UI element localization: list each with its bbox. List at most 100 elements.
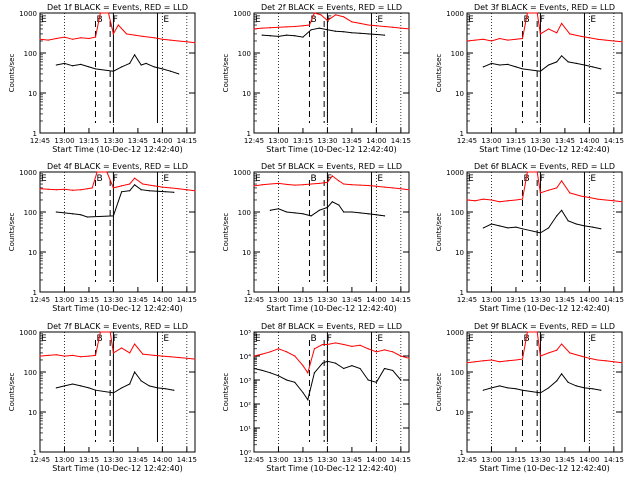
x-tick-label: 13:30 xyxy=(103,456,123,464)
data-point-events xyxy=(94,68,97,70)
data-point-lld xyxy=(134,34,136,36)
data-point-lld xyxy=(109,331,111,333)
data-point-lld xyxy=(605,39,607,41)
data-point-events xyxy=(343,211,345,213)
data-point-lld xyxy=(63,188,66,190)
data-point-events xyxy=(567,220,569,222)
y-tick-label: 100 xyxy=(24,209,37,217)
data-point-lld xyxy=(261,184,263,186)
data-point-events xyxy=(277,375,280,377)
flag-label: F xyxy=(540,15,545,25)
data-point-lld xyxy=(515,38,517,40)
data-point-lld xyxy=(375,185,377,187)
y-tick-label: 1000 xyxy=(446,329,464,337)
data-point-lld xyxy=(55,189,57,191)
data-point-lld xyxy=(526,171,528,173)
data-point-events xyxy=(326,206,329,209)
data-point-lld xyxy=(269,183,271,185)
x-tick-label: 14:00 xyxy=(366,296,386,304)
y-axis-label: Counts/sec xyxy=(435,373,443,412)
series-line-events xyxy=(56,370,174,394)
x-tick-label: 13:30 xyxy=(530,137,550,145)
x-tick-label: 13:00 xyxy=(54,456,74,464)
data-point-events xyxy=(277,35,280,38)
data-point-lld xyxy=(383,25,386,28)
data-point-lld xyxy=(613,200,615,202)
data-point-events xyxy=(338,204,340,206)
data-point-lld xyxy=(129,352,131,354)
data-point-lld xyxy=(375,25,377,27)
data-point-events xyxy=(134,54,136,56)
data-point-lld xyxy=(526,331,528,333)
y-tick-label: 10⁴ xyxy=(239,353,251,361)
y-tick-label: 10 xyxy=(28,90,37,98)
y-tick-label: 1000 xyxy=(19,169,37,177)
data-point-lld xyxy=(94,354,97,357)
data-point-lld xyxy=(359,22,361,24)
data-point-lld xyxy=(569,352,571,354)
x-tick-label: 13:15 xyxy=(506,137,526,145)
data-point-events xyxy=(334,30,337,32)
data-point-lld xyxy=(408,28,410,30)
y-tick-label: 10⁵ xyxy=(239,329,251,337)
x-tick-label: 13:00 xyxy=(481,137,501,145)
data-point-lld xyxy=(499,361,501,363)
data-point-lld xyxy=(351,21,353,23)
data-point-lld xyxy=(515,359,517,361)
y-tick-label: 1000 xyxy=(19,10,37,18)
x-tick-label: 13:45 xyxy=(555,456,575,464)
data-point-lld xyxy=(547,28,550,30)
panel-title: Det 5f BLACK = Events, RED = LLD xyxy=(261,162,402,171)
data-point-events xyxy=(334,362,337,364)
data-point-lld xyxy=(153,185,155,187)
x-tick-label: 13:00 xyxy=(481,456,501,464)
data-point-lld xyxy=(343,16,345,18)
data-point-events xyxy=(153,66,155,68)
flag-label: E xyxy=(468,174,474,184)
data-point-lld xyxy=(72,354,74,357)
y-axis-label: Counts/sec xyxy=(222,213,230,252)
data-point-lld xyxy=(499,201,501,203)
data-point-events xyxy=(592,226,594,228)
data-point-lld xyxy=(194,358,196,360)
data-point-events xyxy=(482,227,484,229)
flag-label: B xyxy=(96,174,102,184)
flag-label: E xyxy=(377,174,383,184)
data-point-lld xyxy=(142,353,144,355)
series-line-events xyxy=(56,53,179,75)
x-tick-label: 13:30 xyxy=(530,456,550,464)
flag-label: B xyxy=(310,15,316,25)
x-tick-label: 12:45 xyxy=(244,137,264,145)
data-point-events xyxy=(63,62,66,64)
data-point-events xyxy=(156,387,159,389)
x-tick-label: 13:45 xyxy=(555,296,575,304)
y-tick-label: 1000 xyxy=(19,329,37,337)
data-point-lld xyxy=(269,27,271,29)
x-tick-label: 12:45 xyxy=(457,456,477,464)
y-tick-label: 1000 xyxy=(233,169,251,177)
data-point-lld xyxy=(507,360,509,362)
x-axis-label: Start Time (10-Dec-12 12:42:40) xyxy=(52,304,183,313)
flag-label: E xyxy=(468,15,474,25)
data-point-lld xyxy=(134,343,136,345)
panel-title: Det 2f BLACK = Events, RED = LLD xyxy=(261,3,402,12)
data-point-events xyxy=(351,364,353,367)
x-tick-label: 13:00 xyxy=(268,137,288,145)
data-point-lld xyxy=(408,189,410,191)
data-point-lld xyxy=(536,171,538,173)
data-point-lld xyxy=(588,196,590,199)
data-point-events xyxy=(286,34,288,36)
data-point-events xyxy=(120,191,123,193)
data-point-events xyxy=(383,34,386,36)
y-tick-label: 1 xyxy=(33,289,37,297)
series-line-events xyxy=(262,27,385,38)
data-point-lld xyxy=(326,343,329,346)
data-point-events xyxy=(269,372,271,374)
panel-title: Det 6f BLACK = Events, RED = LLD xyxy=(474,162,615,171)
data-point-events xyxy=(592,388,594,390)
data-point-events xyxy=(112,215,115,217)
data-point-lld xyxy=(580,35,582,38)
y-tick-label: 10 xyxy=(28,409,37,417)
